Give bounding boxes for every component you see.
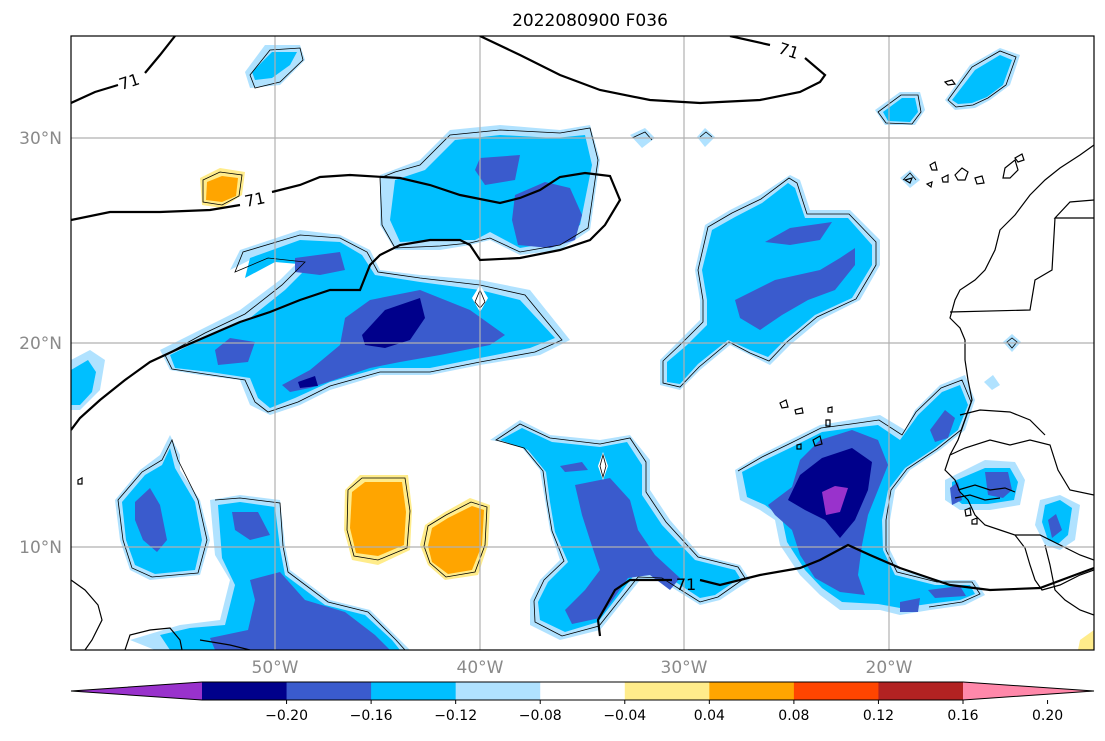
colorbar-outline: [70, 681, 1095, 701]
lon-label-30w: 30°W: [661, 658, 708, 678]
colorbar-extend-max: [963, 682, 1094, 700]
lat-label-10n: 10°N: [19, 538, 62, 558]
lon-label-50w: 50°W: [252, 658, 299, 678]
colorbar-extend-min: [71, 682, 202, 700]
colorbar-tick-label: 0.08: [778, 708, 809, 724]
contour-label: 71: [243, 188, 267, 211]
lat-label-30n: 30°N: [19, 129, 62, 149]
colorbar-tick-label: 0.16: [947, 708, 978, 724]
contour-label: 71: [676, 575, 696, 594]
colorbar-tick-label: 0.04: [694, 708, 725, 724]
map-frame: [70, 35, 1095, 651]
longitude-labels: 50°W 40°W 30°W 20°W: [252, 658, 913, 678]
colorbar-segment: [709, 682, 795, 700]
gridlines: [71, 36, 1094, 650]
colorbar-segment: [455, 682, 541, 700]
colorbar-tick-label: −0.08: [519, 708, 562, 724]
colorbar-tick-label: −0.12: [434, 708, 477, 724]
latitude-labels: 30°N 20°N 10°N: [19, 129, 62, 558]
colorbar-tick-label: −0.16: [350, 708, 393, 724]
shading-positive: [200, 168, 1094, 650]
shading-purple: [822, 486, 848, 515]
colorbar-segment: [286, 682, 372, 700]
colorbar-tick-label: −0.04: [603, 708, 646, 724]
colorbar-tick-label: 0.12: [863, 708, 894, 724]
colorbar-segment: [878, 682, 964, 700]
colorbar-segment: [202, 682, 288, 700]
colorbar-segment: [371, 682, 457, 700]
isolines-71: [71, 36, 1094, 637]
lat-label-20n: 20°N: [19, 334, 62, 354]
coastlines: [71, 79, 1094, 650]
lon-label-20w: 20°W: [866, 658, 913, 678]
map-title: 2022080900 F036: [512, 11, 668, 31]
map-layers: 71 71 71 71: [71, 36, 1094, 650]
colorbar: −0.20 −0.16 −0.12 −0.08 −0.04 0.04 0.08 0.12 0.1…: [70, 681, 1095, 724]
colorbar-segment: [624, 682, 710, 700]
zero-contour-lines: [117, 47, 1018, 650]
colorbar-segment: [793, 682, 879, 700]
lon-label-40w: 40°W: [457, 658, 504, 678]
colorbar-segment: [540, 682, 626, 700]
colorbar-tick-label: 0.20: [1032, 708, 1063, 724]
colorbar-tick-label: −0.20: [265, 708, 308, 724]
